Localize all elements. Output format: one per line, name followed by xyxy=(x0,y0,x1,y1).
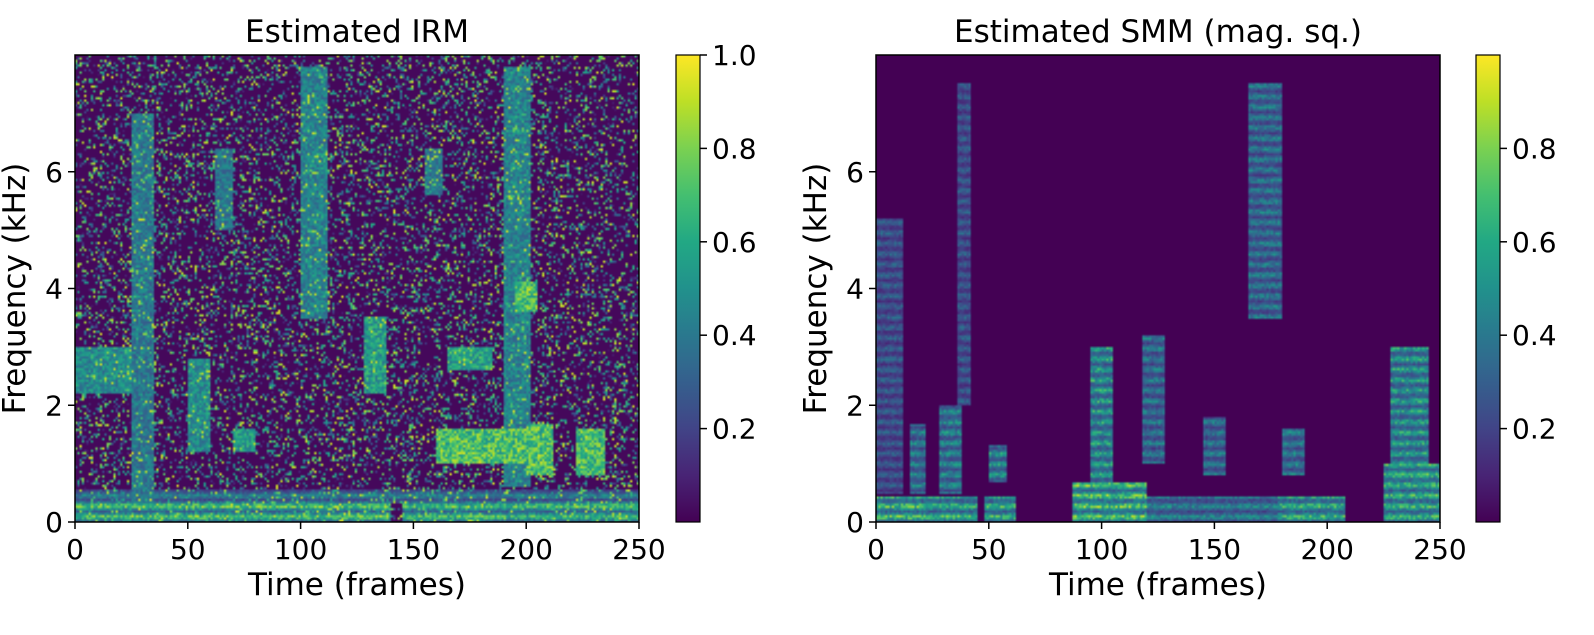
panel-1: Estimated IRM 0 50 100 150 200 250 0 2 4 6 Time (fr… xyxy=(0,14,757,603)
y-tick-label: 6 xyxy=(846,156,864,189)
x-tick-label: 150 xyxy=(387,533,440,566)
y-tick-label: 0 xyxy=(45,506,63,539)
heatmap-image xyxy=(876,55,1440,522)
x-tick-label: 150 xyxy=(1188,533,1241,566)
colorbar-tick-label: 0.2 xyxy=(712,413,757,446)
x-tick-label: 200 xyxy=(1300,533,1353,566)
x-tick-label: 200 xyxy=(499,533,552,566)
colorbar-tick-label: 0.4 xyxy=(712,319,757,352)
x-tick-label: 100 xyxy=(274,533,327,566)
colorbar-tick-label: 0.6 xyxy=(1512,226,1557,259)
x-tick-label: 250 xyxy=(1413,533,1466,566)
chart-title: Estimated SMM (mag. sq.) xyxy=(954,14,1362,50)
colorbar-gradient xyxy=(675,54,701,523)
panel-2: Estimated SMM (mag. sq.) 0 50 100 150 200 250 0… xyxy=(798,14,1557,603)
x-axis-label: Time (frames) xyxy=(247,567,466,603)
heatmap-image xyxy=(75,55,639,522)
colorbar-tick-label: 0.2 xyxy=(1512,413,1557,446)
colorbar-tick-label: 0.8 xyxy=(712,132,757,165)
x-tick-label: 250 xyxy=(612,533,665,566)
colorbar-gradient xyxy=(1475,54,1501,523)
y-axis-label: Frequency (kHz) xyxy=(798,163,834,415)
x-tick-label: 0 xyxy=(867,533,885,566)
colorbar-tick-label: 0.6 xyxy=(712,226,757,259)
y-tick-label: 6 xyxy=(45,156,63,189)
x-axis-label: Time (frames) xyxy=(1048,567,1267,603)
colorbar-tick-label: 0.4 xyxy=(1512,319,1557,352)
y-tick-label: 2 xyxy=(846,389,864,422)
y-tick-label: 2 xyxy=(45,389,63,422)
x-tick-label: 50 xyxy=(971,533,1007,566)
colorbar: 0.2 0.4 0.6 0.8 1.0 xyxy=(675,39,757,523)
chart-title: Estimated IRM xyxy=(245,14,469,50)
y-tick-label: 0 xyxy=(846,506,864,539)
colorbar-tick-label: 0.8 xyxy=(1512,132,1557,165)
x-tick-label: 100 xyxy=(1075,533,1128,566)
colorbar: 0.2 0.4 0.6 0.8 xyxy=(1475,54,1557,523)
y-tick-label: 4 xyxy=(846,273,864,306)
x-tick-label: 50 xyxy=(170,533,206,566)
colorbar-tick-label: 1.0 xyxy=(712,39,757,72)
y-tick-label: 4 xyxy=(45,273,63,306)
x-tick-label: 0 xyxy=(66,533,84,566)
y-axis-label: Frequency (kHz) xyxy=(0,163,33,415)
